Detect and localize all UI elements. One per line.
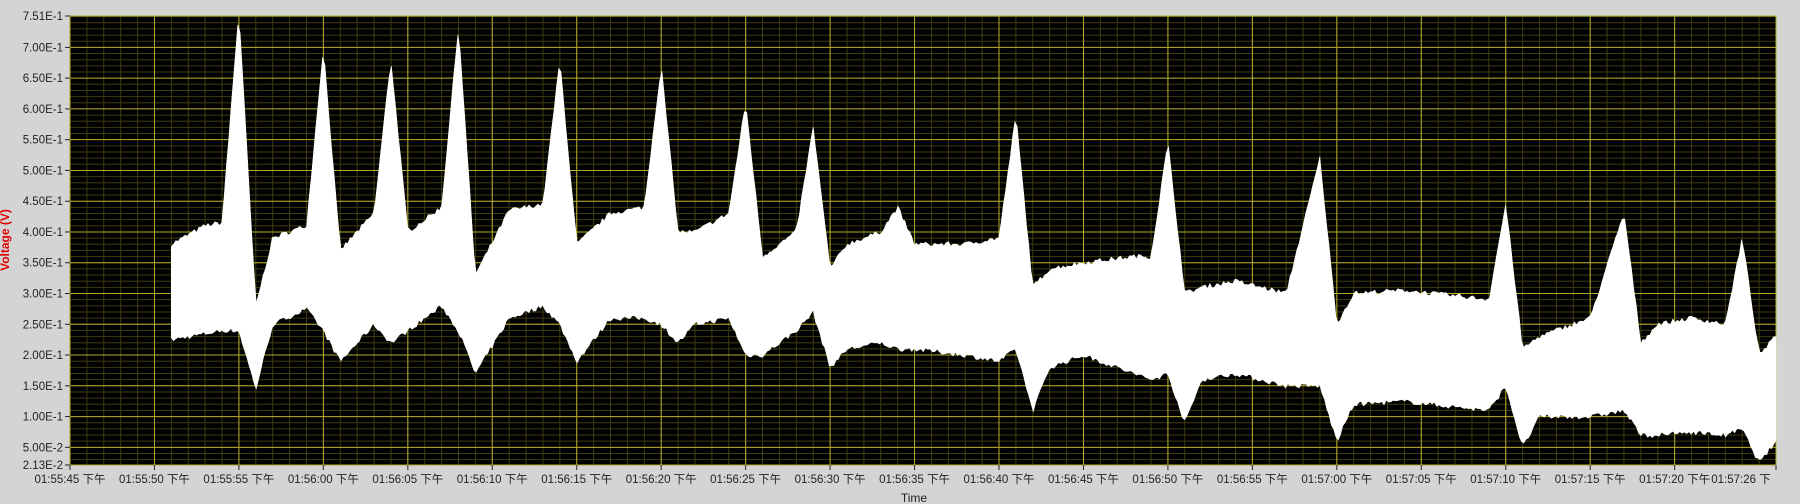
- y-tick-label: 1.50E-1: [23, 381, 63, 393]
- x-tick-label: 01:55:55 下午: [203, 473, 274, 486]
- y-tick-label: 3.00E-1: [23, 289, 63, 301]
- y-axis-title: Voltage (V): [0, 209, 12, 271]
- x-tick-label: 01:57:15 下午: [1555, 473, 1626, 486]
- y-tick-label: 6.50E-1: [23, 73, 63, 85]
- x-tick-label: 01:56:05 下午: [372, 473, 443, 486]
- y-tick-label: 5.00E-2: [23, 442, 63, 454]
- voltage-trace-layer: [171, 24, 1777, 460]
- y-tick-label: 2.13E-2: [23, 460, 63, 472]
- x-tick-label: 01:56:45 下午: [1048, 473, 1119, 486]
- y-tick-label: 4.00E-1: [23, 227, 63, 239]
- y-axis: 7.51E-1 7.00E-1 6.50E-1 6.00E-1 5.50E-1 5.00E…: [23, 11, 70, 472]
- x-tick-label: 01:56:50 下午: [1132, 473, 1203, 486]
- y-tick-label: 4.50E-1: [23, 196, 63, 208]
- x-tick-label: 01:56:35 下午: [879, 473, 950, 486]
- x-tick-label: 01:57:05 下午: [1386, 473, 1457, 486]
- x-tick-label: 01:56:55 下午: [1217, 473, 1288, 486]
- y-tick-label: 2.50E-1: [23, 319, 63, 331]
- x-tick-label: 01:57:10 下午: [1470, 473, 1541, 486]
- x-tick-label: 01:56:15 下午: [541, 473, 612, 486]
- x-axis: 01:55:45 下午 01:55:50 下午 01:55:55 下午 01:56:0…: [35, 465, 1777, 486]
- y-tick-label: 5.50E-1: [23, 135, 63, 147]
- x-tick-label: 01:56:00 下午: [288, 473, 359, 486]
- y-tick-label: 5.00E-1: [23, 165, 63, 177]
- x-tick-label: 01:56:30 下午: [795, 473, 866, 486]
- x-tick-label: 01:57:00 下午: [1301, 473, 1372, 486]
- y-tick-label: 6.00E-1: [23, 104, 63, 116]
- voltage-trace: [171, 24, 1777, 460]
- x-axis-title: Time: [901, 491, 928, 504]
- x-tick-label: 01:57:20 下午: [1639, 473, 1710, 486]
- y-tick-label: 3.50E-1: [23, 258, 63, 270]
- x-tick-label: 01:55:50 下午: [119, 473, 190, 486]
- y-tick-label: 1.00E-1: [23, 412, 63, 424]
- y-tick-label: 2.00E-1: [23, 350, 63, 362]
- y-tick-label: 7.00E-1: [23, 42, 63, 54]
- x-tick-label: 01:56:40 下午: [964, 473, 1035, 486]
- y-tick-label: 7.51E-1: [23, 11, 63, 23]
- x-tick-label: 01:56:20 下午: [626, 473, 697, 486]
- x-tick-label: 01:56:10 下午: [457, 473, 528, 486]
- x-tick-label: 01:55:45 下午: [35, 473, 106, 486]
- x-tick-label: 01:57:26 下: [1711, 474, 1770, 486]
- x-tick-label: 01:56:25 下午: [710, 473, 781, 486]
